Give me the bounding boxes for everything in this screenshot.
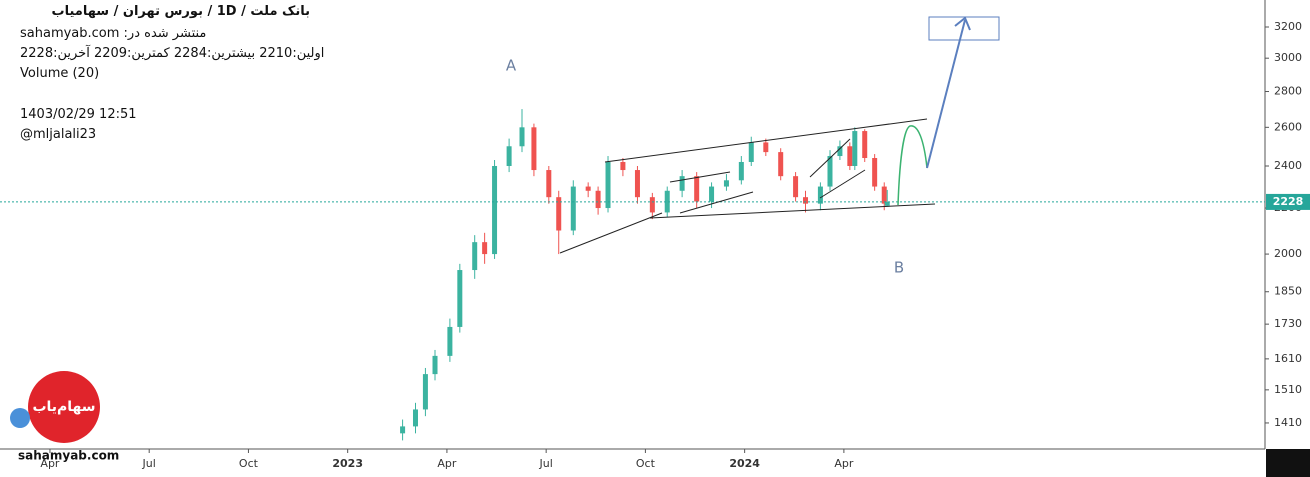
candle-body [738,161,744,181]
candle-body [570,186,576,231]
candle-body [492,165,498,255]
y-tick-label: 2600 [1274,120,1302,133]
x-tick-label: Oct [636,457,656,470]
x-tick-label: Apr [40,457,60,470]
x-tick-label: Apr [834,457,854,470]
logo-text: سهام‌یاب [32,399,95,415]
y-tick-label: 2800 [1274,85,1302,98]
y-tick-label: 1730 [1274,317,1302,330]
candle-body [546,170,552,198]
x-tick-label: Jul [539,457,553,470]
candle-body [679,176,685,191]
ohlc: اولین:2210 بیشترین:2284 کمترین:2209 آخری… [20,46,325,61]
y-tick-label: 3000 [1274,51,1302,64]
candle-body [649,197,655,213]
annotation: B [894,259,904,277]
candle-body [709,186,715,202]
candle-body [620,161,626,171]
y-tick-label: 1510 [1274,383,1302,396]
annotation: A [506,57,517,75]
x-tick-label: 2024 [729,457,760,470]
candle-body [422,374,428,410]
candle-body [447,326,453,356]
marks [0,109,1265,441]
volume-label: Volume (20) [20,66,100,81]
candle-body [664,190,670,213]
candle-body [605,161,611,209]
candle-body [847,146,853,166]
last-price-label: 2228 [1273,195,1304,208]
candle-body [400,426,406,434]
last-price-box [1266,193,1310,210]
logo [28,371,100,443]
drawings [559,16,1000,254]
icon [10,408,30,428]
author: @mljalali23 [20,127,97,142]
candle-body [817,186,823,204]
candle-body [432,355,438,375]
published: منتشر شده در: sahamyab.com [20,26,207,41]
candle-body [556,197,562,231]
y-tick-label: 2400 [1274,159,1302,172]
candle-body [872,158,878,187]
x-tick-label: Apr [437,457,457,470]
candle-body [803,197,809,204]
candle-body [531,127,537,171]
y-tick-label: 3200 [1274,20,1302,33]
x-tick-label: 2023 [332,457,363,470]
candle-body [881,186,887,204]
y-tick-label: 1850 [1274,285,1302,298]
candle-body [778,152,784,177]
candle-body [506,146,512,166]
watermark: sahamyab.com [18,449,119,463]
candle-body [827,156,833,187]
candle-body [837,146,843,157]
x-tick-label: Jul [142,457,156,470]
candle-body [748,142,754,162]
candle-body [694,176,700,202]
candle-body [457,270,463,327]
candle-body [763,142,769,153]
candle-body [723,180,729,187]
title: بانک ملت / 1D / بورس تهران / سهامیاب [51,4,310,19]
candle-body [884,201,890,206]
candle-body [852,131,858,166]
candle-body [482,242,488,255]
candle-body [595,190,601,209]
candle-body [472,242,478,271]
candle-body [519,127,525,147]
y-tick-label: 1610 [1274,352,1302,365]
y-tick-label: 1410 [1274,416,1302,429]
y-tick-label: 2000 [1274,247,1302,260]
candle-body [412,409,418,427]
candle-body [634,170,640,198]
x-tick-label: Oct [239,457,259,470]
candle-body [793,176,799,198]
candle-body [585,186,591,191]
corner-box [1266,449,1310,477]
timestamp: 1403/02/29 12:51 [20,107,137,122]
candle-body [862,131,868,159]
